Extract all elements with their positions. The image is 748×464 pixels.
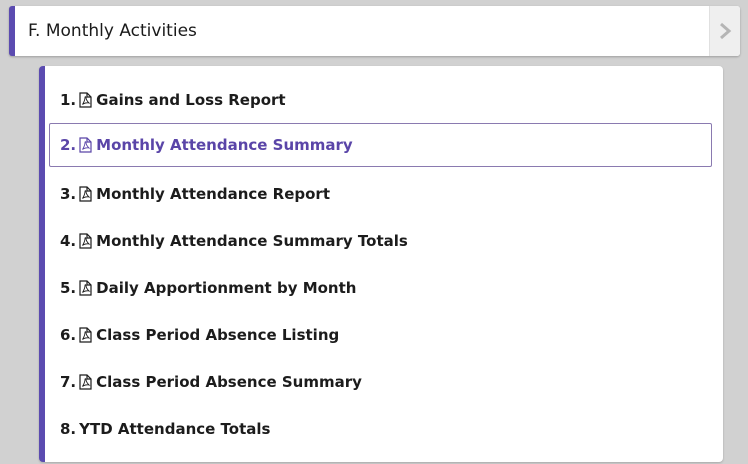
pdf-icon [79, 186, 92, 202]
report-label: Monthly Attendance Summary Totals [96, 232, 408, 250]
report-item-monthly-attendance-summary[interactable]: 2. Monthly Attendance Summary [49, 123, 712, 167]
pdf-icon [79, 137, 92, 153]
report-number: 8. [60, 420, 77, 438]
report-label: Class Period Absence Listing [96, 326, 340, 344]
report-item-class-period-absence-listing[interactable]: 6. Class Period Absence Listing [49, 313, 712, 357]
section-title: F. Monthly Activities [28, 21, 197, 41]
report-number: 5. [60, 279, 77, 297]
section-header-monthly-activities[interactable]: F. Monthly Activities [9, 6, 740, 56]
report-item-ytd-attendance-totals[interactable]: 8. YTD Attendance Totals [49, 407, 712, 451]
report-list: 1. Gains and Loss Report 2. Monthly Atte… [39, 66, 723, 462]
pdf-icon [79, 92, 92, 108]
report-item-daily-apportionment-by-month[interactable]: 5. Daily Apportionment by Month [49, 266, 712, 310]
report-label: Class Period Absence Summary [96, 373, 362, 391]
report-label: YTD Attendance Totals [79, 420, 271, 438]
pdf-icon [79, 233, 92, 249]
report-label: Gains and Loss Report [96, 91, 286, 109]
report-number: 3. [60, 185, 77, 203]
report-number: 2. [60, 136, 77, 154]
report-item-monthly-attendance-summary-totals[interactable]: 4. Monthly Attendance Summary Totals [49, 219, 712, 263]
chevron-right-icon [720, 22, 732, 40]
report-item-monthly-attendance-report[interactable]: 3. Monthly Attendance Report [49, 172, 712, 216]
report-number: 7. [60, 373, 77, 391]
report-label: Daily Apportionment by Month [96, 279, 357, 297]
report-number: 1. [60, 91, 77, 109]
report-number: 4. [60, 232, 77, 250]
report-label: Monthly Attendance Report [96, 185, 331, 203]
expand-button[interactable] [709, 6, 740, 56]
report-item-gains-and-loss[interactable]: 1. Gains and Loss Report [49, 78, 712, 122]
pdf-icon [79, 374, 92, 390]
report-item-class-period-absence-summary[interactable]: 7. Class Period Absence Summary [49, 360, 712, 404]
pdf-icon [79, 280, 92, 296]
report-number: 6. [60, 326, 77, 344]
pdf-icon [79, 327, 92, 343]
report-label: Monthly Attendance Summary [96, 136, 353, 154]
